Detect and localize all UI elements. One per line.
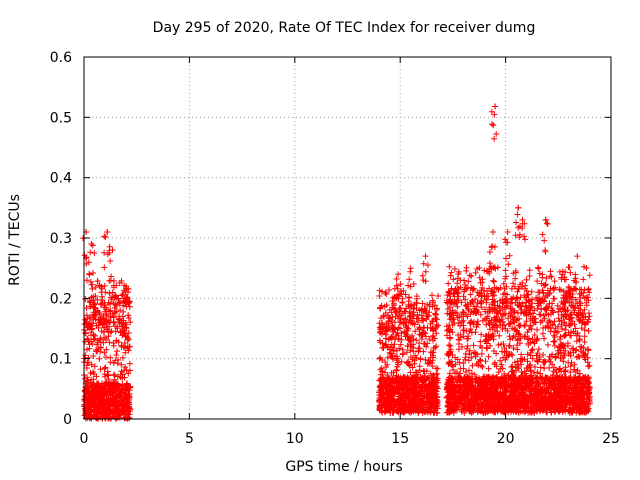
x-tick-label: 0 bbox=[80, 431, 89, 447]
y-tick-label: 0.2 bbox=[50, 291, 72, 307]
y-tick-label: 0.3 bbox=[50, 231, 72, 247]
x-tick-label: 5 bbox=[185, 431, 194, 447]
x-tick-label: 20 bbox=[497, 431, 515, 447]
roti-outlier-point bbox=[515, 204, 522, 211]
x-tick-label: 15 bbox=[391, 431, 409, 447]
x-axis-ticks: 0 5 10 15 20 25 bbox=[80, 57, 620, 447]
x-tick-label: 10 bbox=[286, 431, 304, 447]
y-tick-label: 0.6 bbox=[50, 50, 72, 66]
roti-outlier-point bbox=[492, 103, 499, 110]
roti-outlier-point bbox=[542, 216, 549, 223]
y-tick-label: 0 bbox=[63, 412, 72, 428]
y-axis-ticks: 0 0.1 0.2 0.3 0.4 0.5 0.6 bbox=[50, 50, 611, 428]
roti-points bbox=[80, 103, 593, 422]
chart-title: Day 295 of 2020, Rate Of TEC Index for r… bbox=[153, 20, 536, 36]
y-tick-label: 0.1 bbox=[50, 352, 72, 368]
x-tick-label: 25 bbox=[602, 431, 620, 447]
y-tick-label: 0.4 bbox=[50, 171, 72, 187]
data-points bbox=[80, 103, 593, 422]
x-axis-label: GPS time / hours bbox=[285, 459, 402, 475]
y-tick-label: 0.5 bbox=[50, 110, 72, 126]
y-axis-label: ROTI / TECUs bbox=[7, 194, 23, 286]
roti-outlier-point bbox=[104, 228, 111, 235]
